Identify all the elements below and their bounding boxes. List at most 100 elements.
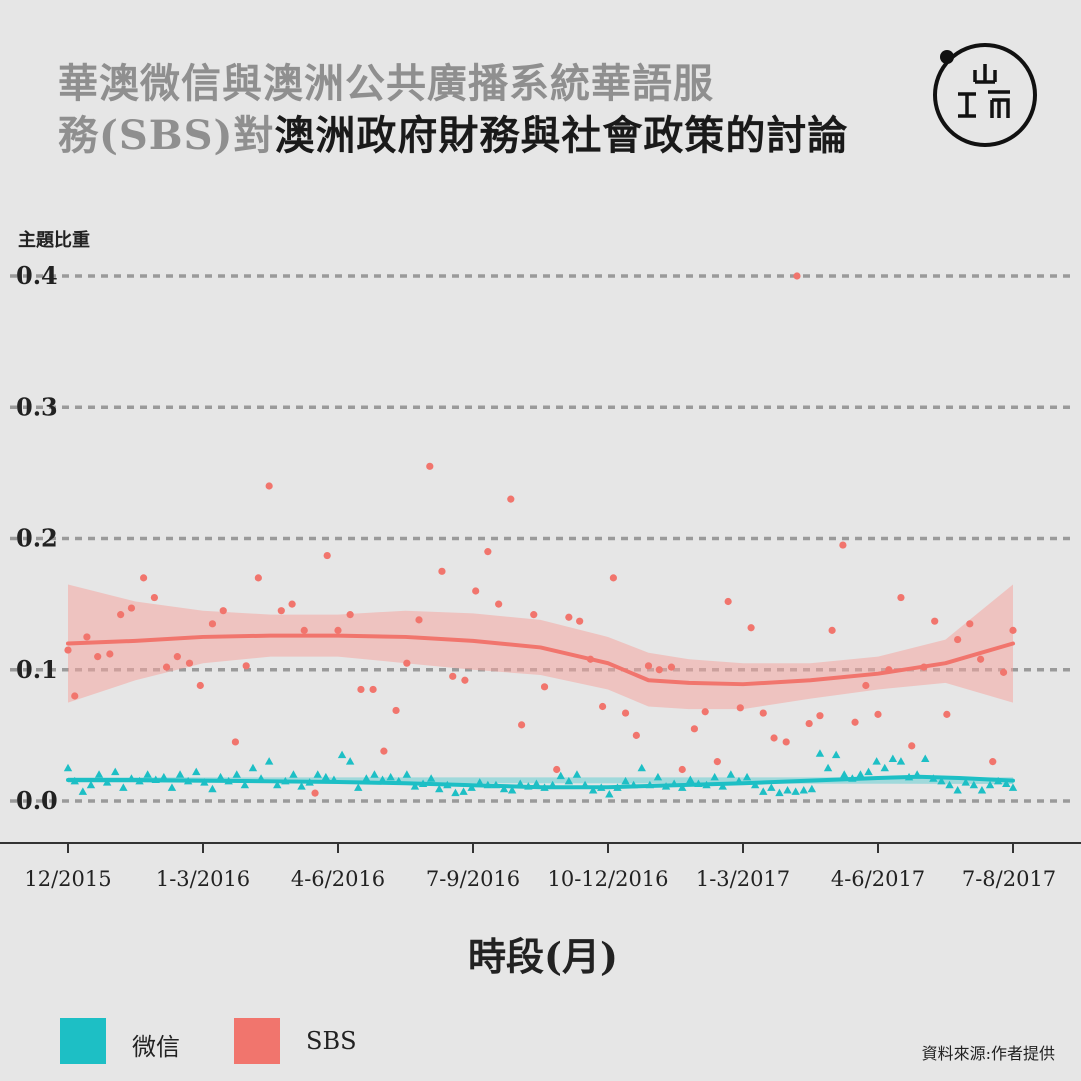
trend-lines xyxy=(66,633,1015,790)
point-sbs-43 xyxy=(553,765,561,774)
point-sbs-50 xyxy=(632,731,640,739)
source-note: 資料來源:作者提供 xyxy=(921,1044,1055,1063)
point-sbs-70 xyxy=(862,681,870,690)
point-sbs-28 xyxy=(380,747,388,755)
point-wechat-69 xyxy=(621,776,630,785)
point-sbs-74 xyxy=(908,742,916,750)
point-sbs-2 xyxy=(83,633,91,641)
point-wechat-103 xyxy=(896,757,906,765)
x-tick-label-3: 7-9/2016 xyxy=(426,867,520,891)
point-sbs-65 xyxy=(805,719,813,728)
point-sbs-52 xyxy=(655,666,663,674)
point-wechat-35 xyxy=(345,757,355,765)
point-wechat-77 xyxy=(686,775,695,783)
point-sbs-20 xyxy=(288,600,296,608)
point-sbs-1 xyxy=(71,692,79,700)
x-axis-label: 時段(月) xyxy=(468,934,618,979)
point-wechat-113 xyxy=(977,786,987,794)
legend: 微信 SBS xyxy=(60,1018,480,1064)
title-line-2-dark: 澳洲政府財務與社會政策的討論 xyxy=(274,112,849,159)
point-sbs-19 xyxy=(277,607,285,615)
x-tick-label-0: 12/2015 xyxy=(24,867,111,891)
point-sbs-71 xyxy=(874,710,882,718)
point-sbs-31 xyxy=(415,616,423,624)
point-wechat-54 xyxy=(499,784,509,793)
point-wechat-22 xyxy=(240,780,250,789)
point-wechat-98 xyxy=(856,770,865,778)
point-sbs-0 xyxy=(64,646,72,654)
y-tick-label-2: 0.2 xyxy=(16,524,58,553)
point-wechat-55 xyxy=(507,786,517,794)
point-sbs-82 xyxy=(999,668,1008,676)
point-sbs-51 xyxy=(644,662,653,670)
point-wechat-80 xyxy=(710,772,719,781)
point-sbs-67 xyxy=(828,626,836,634)
point-wechat-101 xyxy=(880,763,889,772)
point-sbs-49 xyxy=(621,709,630,717)
point-sbs-4 xyxy=(106,650,114,658)
point-wechat-16 xyxy=(192,767,201,776)
point-sbs-79 xyxy=(966,620,974,628)
x-ticks: 12/2015 1-3/2016 4-6/2016 7-9/2016 10-12/201… xyxy=(24,843,1056,891)
x-tick-label-1: 1-3/2016 xyxy=(156,867,250,891)
point-sbs-33 xyxy=(438,567,446,575)
point-wechat-99 xyxy=(864,767,873,776)
point-wechat-0 xyxy=(63,763,73,772)
point-wechat-106 xyxy=(921,754,930,762)
point-wechat-38 xyxy=(370,770,379,778)
point-sbs-63 xyxy=(782,738,790,746)
point-sbs-3 xyxy=(94,653,102,661)
point-wechat-114 xyxy=(985,780,995,789)
point-sbs-11 xyxy=(185,659,194,667)
point-wechat-86 xyxy=(759,787,768,795)
point-sbs-48 xyxy=(609,574,618,582)
trend-series-1 xyxy=(66,774,1015,790)
point-wechat-67 xyxy=(605,789,614,798)
point-wechat-95 xyxy=(831,750,841,759)
point-sbs-32 xyxy=(426,462,434,470)
point-sbs-62 xyxy=(770,734,778,742)
point-sbs-26 xyxy=(357,685,365,694)
chart-title: 華澳微信與澳洲公共廣播系統華語服 務(SBS)對澳洲政府財務與社會政策的討論 xyxy=(58,58,938,162)
point-sbs-27 xyxy=(369,685,377,694)
legend-swatch-sbs xyxy=(234,1018,280,1064)
point-sbs-40 xyxy=(518,721,526,729)
point-sbs-34 xyxy=(449,672,457,680)
point-wechat-14 xyxy=(175,770,185,778)
point-wechat-111 xyxy=(961,778,970,786)
point-wechat-10 xyxy=(143,770,152,778)
point-wechat-91 xyxy=(799,786,808,794)
trend-series-0 xyxy=(66,633,1015,687)
title-line-2-gray: 務(SBS)對 xyxy=(58,112,275,159)
point-sbs-81 xyxy=(989,758,997,766)
point-wechat-18 xyxy=(208,784,217,793)
point-sbs-60 xyxy=(747,624,755,632)
point-wechat-40 xyxy=(386,772,395,781)
point-wechat-21 xyxy=(232,770,241,778)
point-sbs-73 xyxy=(897,593,905,602)
point-sbs-45 xyxy=(576,617,584,625)
point-wechat-92 xyxy=(807,784,817,793)
point-sbs-61 xyxy=(759,709,767,717)
point-wechat-82 xyxy=(726,770,736,778)
point-wechat-7 xyxy=(119,783,128,791)
point-wechat-61 xyxy=(556,771,565,780)
point-sbs-66 xyxy=(816,712,824,720)
y-tick-labels: 0.0 0.1 0.2 0.3 0.4 xyxy=(16,261,58,815)
point-sbs-35 xyxy=(461,676,469,684)
point-sbs-41 xyxy=(530,611,538,619)
logo-icon xyxy=(933,43,1037,147)
point-wechat-94 xyxy=(823,763,833,772)
point-sbs-37 xyxy=(484,548,492,556)
point-wechat-43 xyxy=(410,782,420,790)
point-wechat-29 xyxy=(297,782,306,790)
point-sbs-77 xyxy=(943,710,951,718)
point-sbs-8 xyxy=(150,593,158,602)
point-sbs-9 xyxy=(162,663,171,671)
confidence-bands xyxy=(68,584,1013,784)
x-tick-label-5: 1-3/2017 xyxy=(696,867,790,891)
point-wechat-32 xyxy=(321,772,331,781)
point-sbs-12 xyxy=(196,681,204,690)
point-sbs-83 xyxy=(1009,626,1017,634)
